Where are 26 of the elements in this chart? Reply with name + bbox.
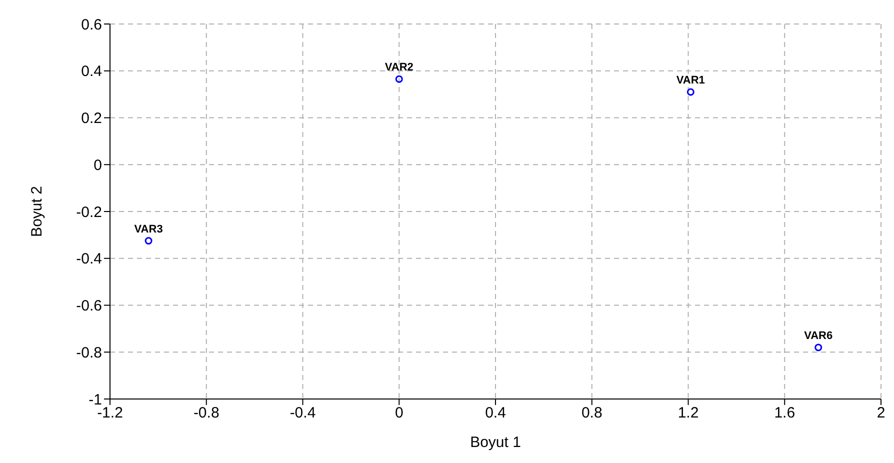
- x-axis-title: Boyut 1: [470, 434, 521, 451]
- x-tick-label: 2: [876, 404, 886, 422]
- series-label: VAR3: [134, 223, 163, 236]
- point: [686, 88, 694, 96]
- x-tick-label: -0.8: [193, 404, 220, 422]
- y-tick-label: 0.6: [81, 16, 102, 34]
- x-tick-label: 1.6: [774, 404, 796, 422]
- point: [395, 75, 403, 83]
- y-tick-label: 0.2: [81, 110, 102, 128]
- y-tick-label: -0.2: [76, 204, 102, 221]
- y-tick-label: -0.8: [76, 344, 102, 362]
- x-tick-label: 0: [394, 404, 404, 422]
- x-tick-label: -0.4: [290, 404, 316, 422]
- x-tick-label: 1.2: [678, 404, 699, 422]
- series-label: VAR6: [804, 330, 833, 342]
- series-label: VAR1: [676, 74, 705, 86]
- point: [144, 237, 152, 245]
- y-tick-label: -0.6: [76, 298, 102, 315]
- y-tick-label: 0: [94, 156, 102, 174]
- x-tick-label: 0.8: [581, 404, 602, 422]
- y-axis-title: Boyut 2: [28, 186, 46, 237]
- y-tick-label: 0.4: [81, 63, 102, 80]
- point: [814, 344, 822, 352]
- y-tick-label: -0.4: [76, 250, 102, 268]
- series-label: VAR2: [384, 62, 414, 74]
- x-tick-label: 0.4: [485, 404, 506, 422]
